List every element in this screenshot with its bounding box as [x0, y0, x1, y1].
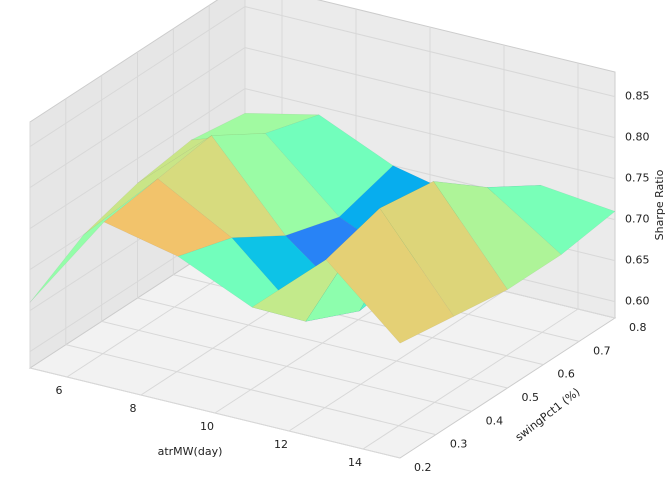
- y-tick-label: 0.8: [629, 321, 647, 334]
- grid-line: [101, 320, 472, 412]
- grid-line: [29, 47, 246, 189]
- z-tick-label: 0.75: [625, 172, 650, 185]
- y-tick-label: 0.5: [522, 391, 540, 404]
- x-tick-label: 6: [56, 384, 63, 397]
- z-axis-label: Sharpe Ratio: [653, 169, 666, 240]
- surface-patch: [325, 207, 455, 344]
- y-tick-label: 0.2: [414, 461, 432, 474]
- x-tick-label: 14: [348, 456, 362, 469]
- y-tick-label: 0.3: [450, 438, 468, 451]
- x-axis-label: atrMW(day): [158, 445, 223, 458]
- y-tick-label: 0.4: [486, 414, 504, 427]
- x-tick-label: 8: [130, 402, 137, 415]
- z-tick-label: 0.80: [625, 131, 650, 144]
- surface-patch: [379, 181, 508, 317]
- grid-line: [244, 6, 616, 98]
- grid-line: [65, 344, 436, 436]
- surface-patch: [432, 181, 562, 290]
- grid-line: [29, 6, 246, 148]
- x-tick-label: 12: [274, 438, 288, 451]
- y-tick-label: 0.6: [557, 368, 575, 381]
- z-tick-label: 0.85: [625, 90, 650, 103]
- grid-line: [244, 47, 616, 139]
- z-tick-label: 0.70: [625, 213, 650, 226]
- grid-line: [244, 88, 616, 180]
- x-tick-label: 10: [200, 420, 214, 433]
- z-tick-label: 0.65: [625, 254, 650, 267]
- grid-line: [29, 88, 246, 230]
- z-tick-label: 0.60: [625, 295, 650, 308]
- grid-line: [137, 297, 508, 389]
- y-tick-label: 0.7: [593, 344, 611, 357]
- grid-line: [29, 367, 401, 459]
